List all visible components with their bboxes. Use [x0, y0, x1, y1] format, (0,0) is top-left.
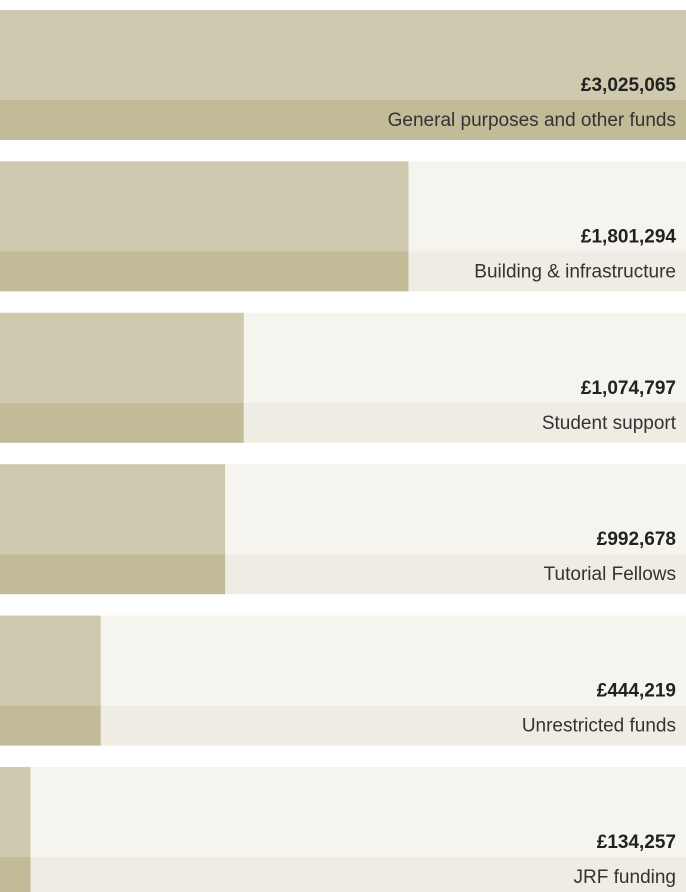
- category-label: Unrestricted funds: [522, 716, 676, 737]
- bar-base: [0, 554, 226, 595]
- category-label: Building & infrastructure: [474, 261, 676, 282]
- value-label: £992,678: [597, 529, 676, 550]
- row-background: [0, 767, 686, 857]
- category-label: JRF funding: [574, 867, 676, 888]
- bar: [0, 161, 409, 252]
- value-label: £3,025,065: [581, 75, 677, 96]
- category-label: Tutorial Fellows: [544, 564, 676, 585]
- value-label: £444,219: [597, 681, 676, 702]
- bar-base: [0, 857, 31, 892]
- bar: [0, 615, 101, 706]
- category-label: Student support: [542, 413, 677, 434]
- bar: [0, 464, 226, 555]
- label-strip: [0, 705, 686, 746]
- bar: [0, 312, 244, 403]
- bar-base: [0, 402, 244, 443]
- bar-base: [0, 251, 409, 292]
- value-label: £1,801,294: [581, 226, 677, 247]
- bar: [0, 10, 686, 100]
- label-strip: [0, 857, 686, 892]
- value-label: £134,257: [597, 832, 676, 853]
- row-background: [0, 615, 686, 706]
- value-label: £1,074,797: [581, 378, 676, 399]
- bar: [0, 767, 31, 857]
- bar-base: [0, 100, 686, 140]
- bar-base: [0, 705, 101, 746]
- category-label: General purposes and other funds: [388, 110, 676, 131]
